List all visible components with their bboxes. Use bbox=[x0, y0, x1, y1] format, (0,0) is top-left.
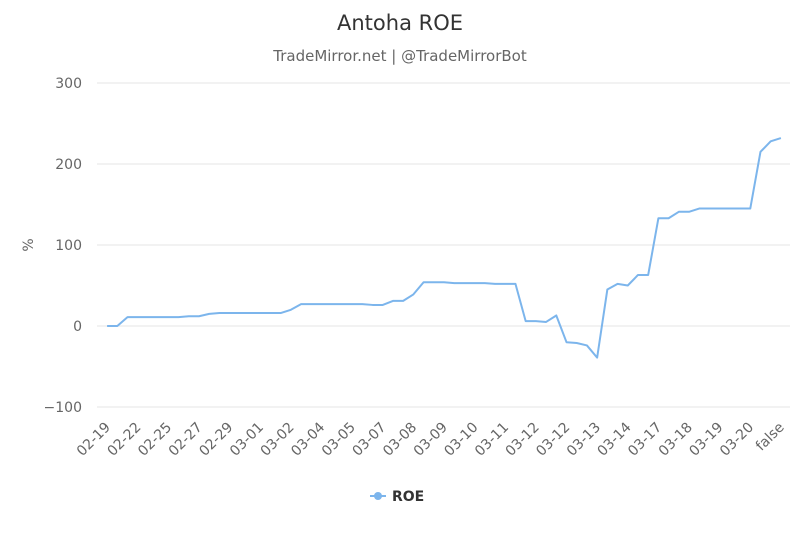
y-axis-title: % bbox=[21, 238, 37, 251]
x-tick-label: 03-08 bbox=[380, 420, 420, 460]
x-tick-label: 02-29 bbox=[196, 420, 236, 460]
x-tick-label: 03-14 bbox=[595, 419, 635, 459]
x-tick-label: 03-12 bbox=[503, 420, 543, 460]
x-tick-label: 03-19 bbox=[686, 420, 726, 460]
x-tick-label: 03-02 bbox=[258, 420, 298, 460]
x-tick-label: 03-13 bbox=[564, 420, 604, 460]
x-tick-label: 03-11 bbox=[472, 420, 512, 460]
y-tick-label: 300 bbox=[55, 76, 82, 92]
x-tick-label: 02-25 bbox=[135, 420, 175, 460]
x-tick-label: 03-04 bbox=[288, 419, 328, 459]
x-tick-label: 02-22 bbox=[104, 420, 144, 460]
legend-label: ROE bbox=[392, 489, 424, 505]
x-tick-label: 03-01 bbox=[227, 420, 267, 460]
x-tick-label: 03-09 bbox=[411, 420, 451, 460]
x-tick-label: 03-05 bbox=[319, 420, 359, 460]
x-tick-label: 02-27 bbox=[166, 420, 206, 460]
legend-marker bbox=[374, 492, 382, 500]
chart-subtitle: TradeMirror.net | @TradeMirrorBot bbox=[272, 47, 527, 65]
y-tick-label: 100 bbox=[55, 238, 82, 254]
y-tick-label: 200 bbox=[55, 157, 82, 173]
x-tick-label: 02-19 bbox=[74, 420, 114, 460]
x-tick-label: 03-20 bbox=[717, 420, 757, 460]
series-line bbox=[107, 137, 782, 359]
x-tick-label: 03-17 bbox=[625, 420, 665, 460]
y-tick-label: −100 bbox=[44, 400, 82, 416]
x-tick-label: 03-10 bbox=[441, 420, 481, 460]
x-tick-label: 03-07 bbox=[349, 420, 389, 460]
x-tick-label: 03-12 bbox=[533, 420, 573, 460]
chart-title: Antoha ROE bbox=[337, 11, 463, 35]
x-tick-label: 03-18 bbox=[656, 420, 696, 460]
y-tick-label: 0 bbox=[73, 319, 82, 335]
x-tick-label: false bbox=[753, 420, 788, 455]
